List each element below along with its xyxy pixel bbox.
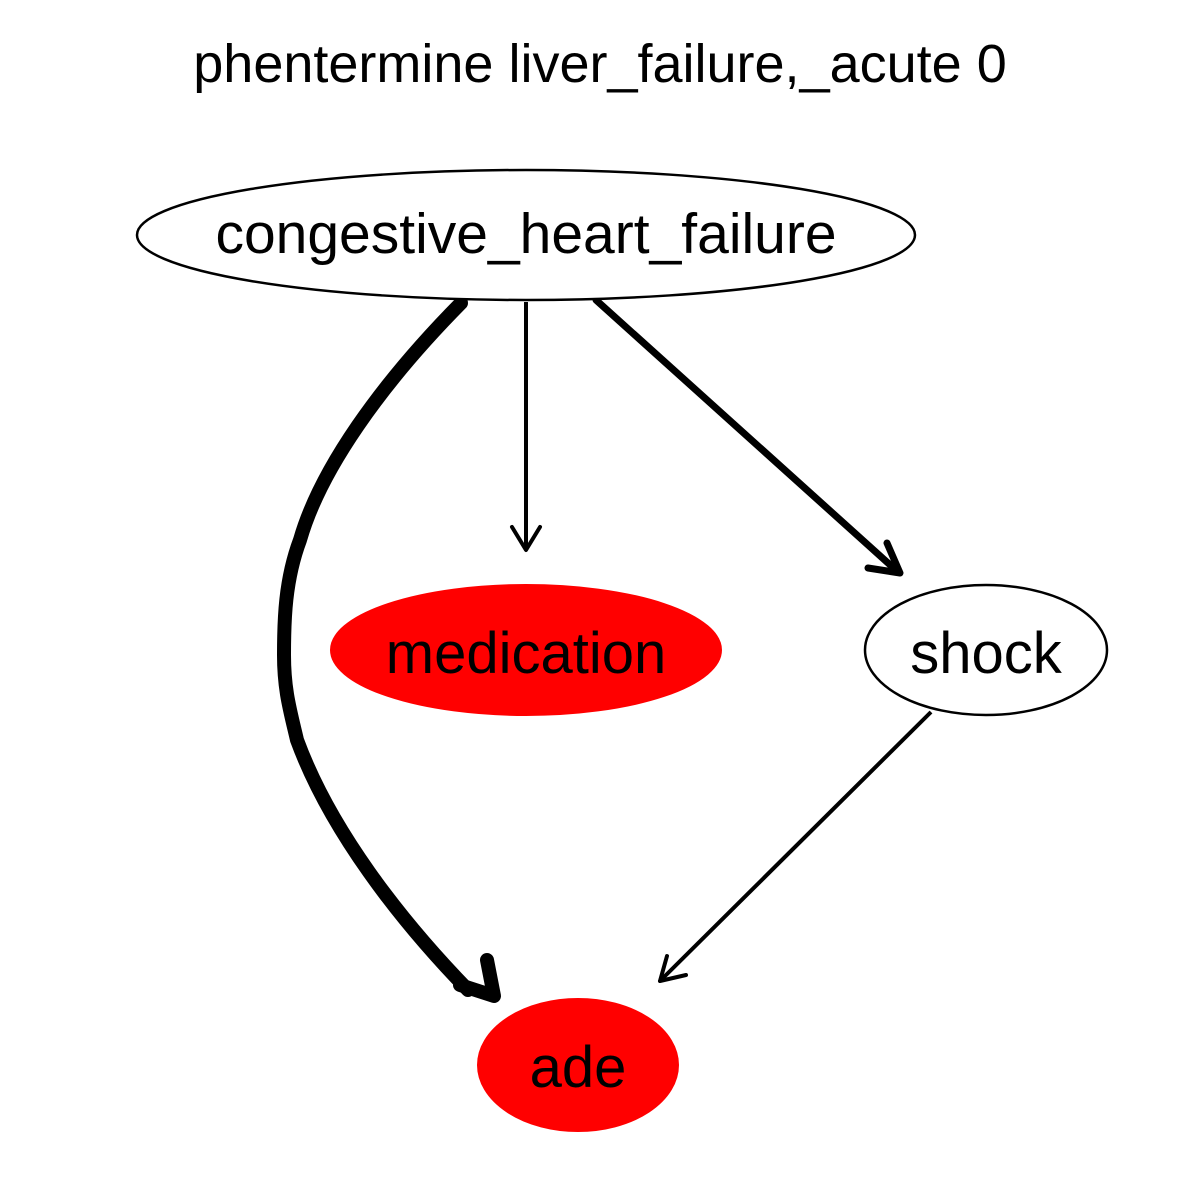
- edge-shock-to-ade: [658, 710, 933, 983]
- graph-title: phentermine liver_failure,_acute 0: [193, 34, 1006, 94]
- edge-chf-to-shock: [592, 296, 904, 577]
- node-shape: [477, 998, 679, 1132]
- edge-chf-to-medication: [510, 302, 542, 552]
- node-shape: [863, 583, 1109, 717]
- node-ade[interactable]: ade: [477, 998, 679, 1132]
- node-label: ade: [530, 1035, 627, 1100]
- node-congestive-heart-failure[interactable]: congestive_heart_failure: [135, 168, 917, 302]
- node-label: congestive_heart_failure: [215, 202, 836, 266]
- node-label: shock: [910, 621, 1063, 686]
- edge-chf-to-ade: [277, 296, 501, 1003]
- node-shape: [135, 168, 917, 302]
- node-medication[interactable]: medication: [330, 584, 722, 716]
- node-shape: [330, 584, 722, 716]
- node-label: medication: [386, 621, 666, 686]
- node-shock[interactable]: shock: [863, 583, 1109, 717]
